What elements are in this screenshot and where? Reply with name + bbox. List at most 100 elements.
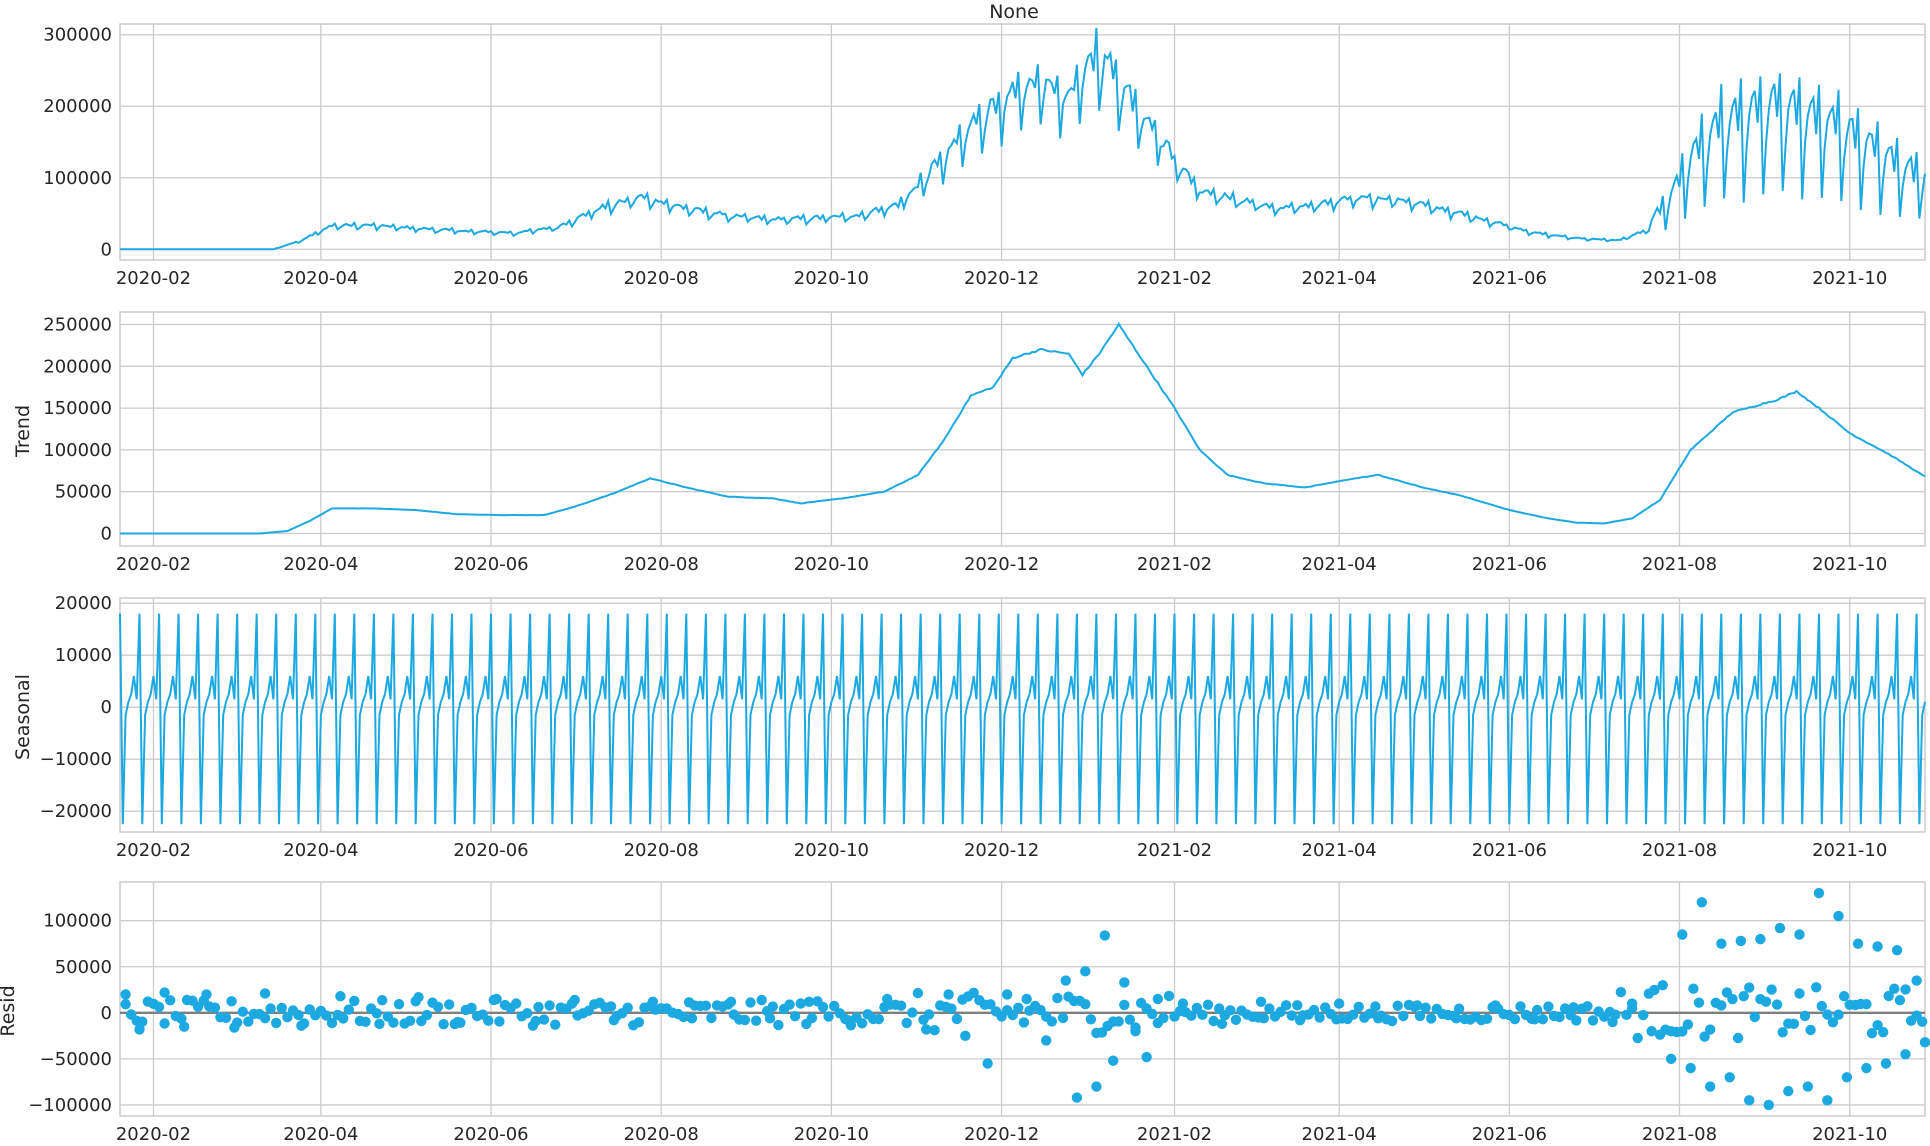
- resid-point: [511, 998, 522, 1009]
- x-tick-label: 2020-06: [453, 268, 528, 289]
- x-tick-label: 2020-02: [116, 1124, 191, 1145]
- resid-point: [1677, 929, 1688, 940]
- resid-point: [1755, 933, 1766, 945]
- resid-point: [739, 1014, 751, 1026]
- resid-point: [1749, 1011, 1761, 1023]
- resid-point: [259, 1013, 271, 1024]
- x-tick-label: 2021-08: [1642, 268, 1717, 289]
- resid-point: [1526, 1013, 1537, 1024]
- resid-point: [907, 1007, 918, 1018]
- resid-point: [1816, 1000, 1828, 1012]
- resid-point: [371, 1008, 382, 1019]
- x-tick-label: 2021-10: [1812, 268, 1887, 289]
- y-tick-label: 200000: [43, 96, 112, 117]
- y-tick-label: 200000: [43, 356, 112, 377]
- resid-point: [1587, 1015, 1599, 1026]
- resid-point: [1777, 1027, 1788, 1038]
- resid-point: [1822, 1009, 1833, 1020]
- resid-point: [686, 1013, 698, 1024]
- resid-point: [1158, 1012, 1169, 1024]
- y-tick-label: 100000: [43, 440, 112, 461]
- resid-point: [1197, 1009, 1208, 1020]
- resid-point: [1130, 1022, 1141, 1033]
- resid-point: [982, 1058, 993, 1069]
- resid-point: [1308, 1004, 1320, 1016]
- resid-point: [209, 1002, 221, 1013]
- resid-point: [243, 1016, 254, 1027]
- resid-point: [923, 1009, 935, 1020]
- resid-point: [120, 999, 131, 1010]
- resid-point: [803, 996, 815, 1007]
- resid-point: [538, 1014, 550, 1025]
- resid-point: [1822, 1095, 1833, 1106]
- x-tick-label: 2021-04: [1302, 1124, 1377, 1145]
- resid-point: [1799, 1010, 1811, 1022]
- resid-point: [1347, 1009, 1359, 1020]
- y-tick-label: 100000: [43, 168, 112, 189]
- x-tick-label: 2021-02: [1137, 1124, 1212, 1145]
- seasonal-ylabel: Seasonal: [12, 674, 34, 760]
- resid-point: [1696, 897, 1708, 908]
- x-tick-label: 2020-08: [624, 840, 699, 861]
- resid-point: [745, 997, 756, 1008]
- resid-point: [1202, 999, 1214, 1010]
- resid-point: [1732, 1032, 1744, 1044]
- resid-point: [1794, 929, 1805, 940]
- y-tick-label: 10000: [55, 645, 112, 666]
- resid-point: [1632, 1032, 1643, 1044]
- resid-point: [220, 1012, 232, 1023]
- resid-point: [1264, 1003, 1275, 1014]
- axes-frame: [119, 881, 1926, 1117]
- resid-point: [1409, 1001, 1420, 1012]
- resid-point: [1152, 993, 1164, 1005]
- resid-point: [1852, 938, 1864, 949]
- resid-point: [265, 1003, 276, 1014]
- resid-point: [929, 1025, 940, 1036]
- resid-point: [326, 1017, 338, 1029]
- resid-point: [773, 1019, 784, 1031]
- resid-point: [137, 1016, 148, 1027]
- x-tick-label: 2020-12: [964, 840, 1039, 861]
- resid-point: [1705, 1024, 1716, 1035]
- resid-point: [943, 989, 954, 1000]
- resid-point: [795, 998, 806, 1009]
- resid-point: [165, 995, 176, 1006]
- x-tick-label: 2021-06: [1472, 268, 1547, 289]
- resid-point: [1716, 1000, 1727, 1011]
- x-tick-label: 2020-02: [116, 840, 191, 861]
- resid-point: [1727, 993, 1738, 1005]
- resid-point: [377, 995, 388, 1006]
- resid-point: [1682, 1019, 1694, 1030]
- resid-point: [678, 1011, 689, 1023]
- resid-point: [1386, 1015, 1398, 1027]
- resid-point: [544, 1000, 555, 1011]
- resid-point: [1917, 1016, 1928, 1027]
- x-tick-label: 2021-06: [1472, 840, 1547, 861]
- resid-point: [421, 1009, 433, 1021]
- resid-point: [895, 1000, 907, 1011]
- x-tick-label: 2020-02: [116, 554, 191, 575]
- x-tick-label: 2021-08: [1642, 554, 1717, 575]
- resid-point: [159, 1018, 170, 1029]
- resid-point: [1665, 1053, 1677, 1065]
- resid-point: [968, 987, 979, 998]
- y-tick-label: 250000: [43, 315, 112, 336]
- x-tick-label: 2020-10: [794, 268, 869, 289]
- resid-point: [829, 1000, 840, 1012]
- resid-point: [1515, 1001, 1526, 1012]
- resid-point: [1685, 1062, 1696, 1074]
- resid-point: [1866, 1028, 1878, 1039]
- resid-point: [1880, 1058, 1892, 1069]
- resid-point: [533, 1001, 544, 1013]
- resid-point: [1704, 1081, 1716, 1092]
- resid-point: [1811, 982, 1822, 993]
- resid-point: [622, 1002, 633, 1013]
- resid-point: [1638, 1009, 1649, 1021]
- resid-point: [1763, 1099, 1774, 1111]
- axes-frame: [119, 597, 1926, 833]
- resid-point: [1838, 991, 1850, 1002]
- resid-point: [845, 1020, 857, 1031]
- x-tick-label: 2020-08: [624, 268, 699, 289]
- resid-point: [1878, 1027, 1889, 1038]
